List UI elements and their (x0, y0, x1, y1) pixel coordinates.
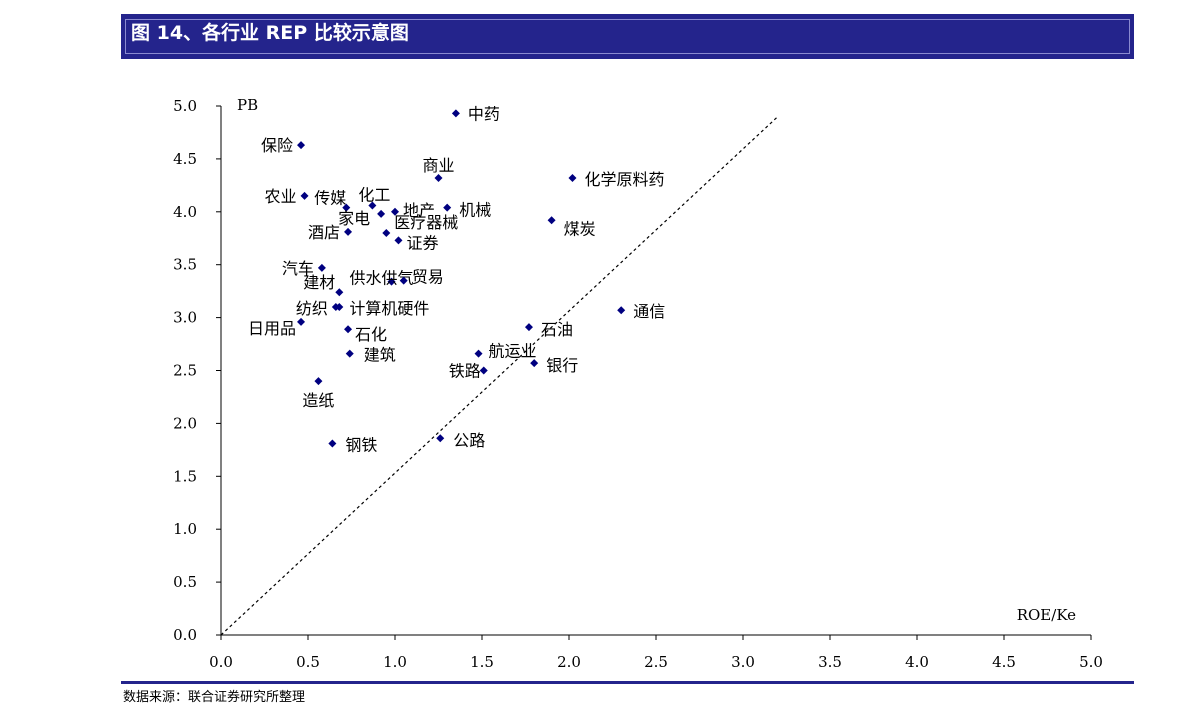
header-bar: 图 14、各行业 REP 比较示意图 (121, 14, 1134, 59)
data-point-marker (479, 366, 488, 375)
data-point-label: 汽车 (282, 259, 314, 278)
data-point-marker (342, 203, 351, 212)
data-point-label: 公路 (453, 431, 485, 450)
data-point-label: 石油 (541, 320, 573, 339)
data-point-label: 机械 (459, 201, 491, 220)
y-tick-label: 4.0 (173, 203, 197, 221)
data-point-marker (568, 173, 577, 182)
x-tick-label: 1.0 (383, 653, 407, 671)
source-note: 数据来源：联合证券研究所整理 (123, 690, 306, 705)
data-point-label: 建筑 (364, 346, 396, 365)
data-point-marker (443, 203, 452, 212)
data-point-marker (300, 191, 309, 200)
data-point-label: 通信 (633, 302, 665, 321)
data-point-marker (297, 317, 306, 326)
data-point-marker (317, 263, 326, 272)
y-tick-label: 0.5 (173, 573, 197, 591)
reference-diagonal-line (220, 116, 779, 636)
data-point-label: 地产 (403, 201, 435, 220)
data-point-marker (377, 209, 386, 218)
data-point-label: 医疗器械 (394, 213, 458, 232)
data-point-label: 造纸 (302, 391, 334, 410)
x-tick-label: 4.5 (992, 653, 1016, 671)
data-point-label: 传媒 (314, 189, 346, 208)
data-point-label: 航运业 (489, 342, 537, 361)
x-tick-label: 1.5 (470, 653, 494, 671)
y-tick-label: 1.0 (173, 520, 197, 538)
data-point-label: 保险 (261, 136, 293, 155)
figure-title: 图 14、各行业 REP 比较示意图 (131, 22, 409, 44)
data-point-label: 纺织 (296, 299, 328, 318)
header-inner-border (125, 19, 1130, 54)
y-tick-label: 4.5 (173, 150, 197, 168)
data-point-label: 铁路 (449, 362, 481, 381)
x-tick-label: 3.0 (731, 653, 755, 671)
data-point-marker (345, 349, 354, 358)
data-point-marker (335, 303, 344, 312)
data-point-marker (530, 359, 539, 368)
data-point-label: 酒店 (308, 223, 340, 242)
data-point-marker (399, 276, 408, 285)
data-point-marker (474, 349, 483, 358)
data-point-label: 证券 (406, 233, 438, 252)
data-point-marker (344, 227, 353, 236)
data-point-label: 供水供气 (350, 269, 414, 288)
y-tick-label: 0.0 (173, 626, 197, 644)
data-point-marker (547, 216, 556, 225)
data-point-marker (524, 323, 533, 332)
data-point-label: 商业 (423, 156, 455, 175)
y-tick-label: 3.0 (173, 309, 197, 327)
x-tick-label: 2.0 (557, 653, 581, 671)
data-point-label: 煤炭 (564, 219, 596, 238)
y-axis-label: PB (237, 96, 258, 114)
data-point-label: 计算机硬件 (349, 299, 429, 318)
data-point-marker (344, 325, 353, 334)
x-tick-label: 3.5 (818, 653, 842, 671)
data-point-label: 建材 (303, 273, 335, 292)
data-point-label: 银行 (546, 356, 578, 375)
x-tick-label: 2.5 (644, 653, 668, 671)
y-tick-label: 2.0 (173, 414, 197, 432)
x-tick-label: 4.0 (905, 653, 929, 671)
data-point-marker (387, 277, 396, 286)
x-tick-label: 5.0 (1079, 653, 1103, 671)
y-tick-label: 5.0 (173, 97, 197, 115)
data-point-label: 化学原料药 (584, 170, 664, 189)
data-point-marker (368, 201, 377, 210)
data-point-label: 家电 (338, 209, 370, 228)
data-point-marker (335, 288, 344, 297)
data-point-marker (394, 236, 403, 245)
data-point-marker (314, 377, 323, 386)
data-point-marker (391, 207, 399, 216)
x-tick-label: 0.0 (209, 653, 233, 671)
x-tick-label: 0.5 (296, 653, 320, 671)
data-point-label: 中药 (468, 104, 500, 123)
data-point-label: 农业 (265, 187, 297, 206)
data-point-marker (451, 109, 460, 118)
data-point-label: 石化 (355, 325, 387, 344)
data-point-marker (617, 306, 626, 315)
y-tick-label: 1.5 (173, 467, 197, 485)
data-point-marker (328, 439, 337, 448)
data-point-marker (297, 141, 306, 150)
data-point-marker (434, 173, 443, 182)
data-point-marker (382, 228, 391, 237)
data-point-label: 贸易 (412, 268, 444, 287)
data-point-label: 钢铁 (345, 436, 377, 455)
data-point-label: 日用品 (248, 319, 296, 338)
footer-rule (121, 681, 1134, 684)
data-point-marker (436, 434, 445, 443)
y-tick-label: 2.5 (173, 362, 197, 380)
data-point-label: 化工 (358, 185, 390, 204)
y-tick-label: 3.5 (173, 256, 197, 274)
x-axis-label: ROE/Ke (1017, 606, 1076, 624)
